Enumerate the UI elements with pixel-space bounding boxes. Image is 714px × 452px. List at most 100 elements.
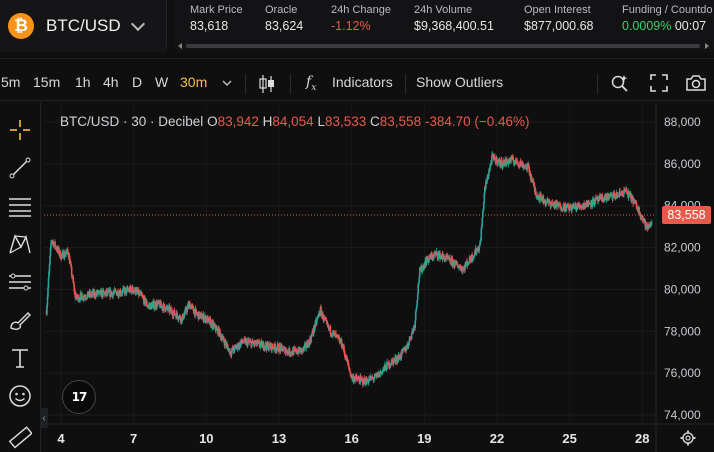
candle-body: [117, 295, 120, 297]
interval-dropdown-icon[interactable]: [222, 80, 232, 88]
pattern-tool[interactable]: [6, 230, 34, 258]
candle-body: [203, 319, 205, 322]
candle-body: [441, 254, 444, 260]
candle-body: [142, 296, 145, 299]
interval-1h[interactable]: 1h: [75, 74, 91, 90]
candle-body: [145, 303, 147, 305]
candle-body: [478, 246, 481, 251]
stats-scrollbar[interactable]: [186, 44, 700, 48]
candle-body: [385, 366, 387, 370]
candle-body: [88, 295, 90, 297]
pair-name: BTC/USD: [46, 16, 121, 35]
candle-body: [502, 165, 504, 167]
candle-body: [68, 255, 71, 264]
candle-body: [522, 165, 524, 168]
candle-body: [258, 341, 261, 346]
candle-body: [261, 343, 264, 348]
candle-body: [550, 204, 552, 207]
interval-d[interactable]: D: [132, 74, 143, 90]
candle-body: [202, 313, 205, 322]
text-tool[interactable]: [6, 344, 34, 372]
candle-body: [462, 267, 465, 269]
scroll-right-arrow[interactable]: [705, 43, 709, 49]
horizontal-lines-tool[interactable]: [6, 192, 34, 220]
candle-body: [493, 154, 495, 159]
candle-body: [521, 161, 523, 164]
candle-body: [492, 154, 494, 156]
indicators-button[interactable]: Indicators: [332, 74, 393, 90]
candle-body: [495, 159, 497, 163]
candle-body: [220, 336, 223, 341]
candle-body: [632, 196, 634, 204]
candle-body: [125, 288, 128, 294]
ruler-tool[interactable]: [6, 424, 34, 452]
interval-w[interactable]: W: [155, 74, 169, 90]
candle-body: [262, 342, 265, 349]
candle-body: [319, 307, 322, 314]
candle-body: [90, 294, 93, 296]
tradingview-logo[interactable]: 17: [62, 380, 96, 414]
scroll-left-arrow[interactable]: [178, 43, 182, 49]
candle-body: [331, 335, 334, 337]
market-selector[interactable]: ₿ BTC/USD: [0, 0, 167, 52]
function-icon[interactable]: fx: [306, 74, 317, 93]
candle-body: [390, 360, 393, 365]
candlestick-type-icon[interactable]: [258, 74, 276, 94]
trend-line-tool[interactable]: [6, 154, 34, 182]
candle-body: [144, 296, 146, 298]
candle-body: [452, 262, 454, 266]
candle-body: [646, 225, 649, 230]
candle-body: [139, 292, 142, 295]
fib-tool[interactable]: [6, 268, 34, 296]
candle-body: [96, 290, 99, 295]
candle-body: [194, 308, 197, 310]
candle-body: [61, 251, 64, 255]
interval-4h[interactable]: 4h: [103, 74, 119, 90]
candle-body: [172, 312, 175, 317]
candle-body: [399, 354, 402, 358]
emoji-tool[interactable]: [6, 382, 34, 410]
brush-tool[interactable]: [6, 306, 34, 334]
candle-body: [299, 348, 302, 353]
candle-body: [152, 302, 154, 305]
candle-body: [405, 348, 408, 351]
legend-high: 84,054: [272, 114, 314, 129]
candle-body: [523, 165, 525, 167]
candle-body: [471, 257, 474, 261]
candle-body: [319, 313, 321, 315]
candle-body: [140, 292, 143, 295]
candle-body: [533, 185, 536, 192]
candle-body: [277, 344, 280, 352]
candle-body: [591, 205, 594, 207]
camera-icon[interactable]: [685, 74, 707, 92]
fullscreen-icon[interactable]: [650, 74, 668, 92]
candle-body: [372, 377, 375, 380]
candle-body: [433, 254, 435, 259]
crosshair-tool[interactable]: [6, 116, 34, 144]
candle-body: [642, 218, 644, 221]
collapse-toolbar-button[interactable]: ‹: [40, 408, 48, 428]
candle-body: [619, 191, 621, 193]
candle-body: [581, 207, 583, 209]
interval-15m[interactable]: 15m: [33, 74, 61, 90]
candle-body: [359, 376, 362, 378]
candle-body: [325, 319, 328, 322]
candle-body: [384, 364, 387, 367]
interval-5m[interactable]: 5m: [1, 74, 21, 90]
candle-body: [562, 203, 565, 210]
candle-body: [209, 318, 212, 321]
candle-body: [53, 243, 55, 247]
candle-body: [598, 195, 601, 201]
candle-body: [303, 344, 306, 347]
candle-body: [99, 290, 102, 295]
candle-body: [72, 282, 75, 285]
candle-body: [451, 258, 453, 260]
settings-gear-icon[interactable]: [680, 430, 696, 446]
candle-body: [459, 266, 462, 270]
magnifier-sparkle-icon[interactable]: [610, 73, 630, 93]
price-chart[interactable]: 88,00086,00084,00082,00080,00078,00076,0…: [44, 102, 714, 452]
interval-30m[interactable]: 30m: [180, 74, 208, 90]
candle-body: [201, 318, 203, 320]
show-outliers-button[interactable]: Show Outliers: [416, 74, 504, 90]
candle-body: [324, 318, 327, 320]
